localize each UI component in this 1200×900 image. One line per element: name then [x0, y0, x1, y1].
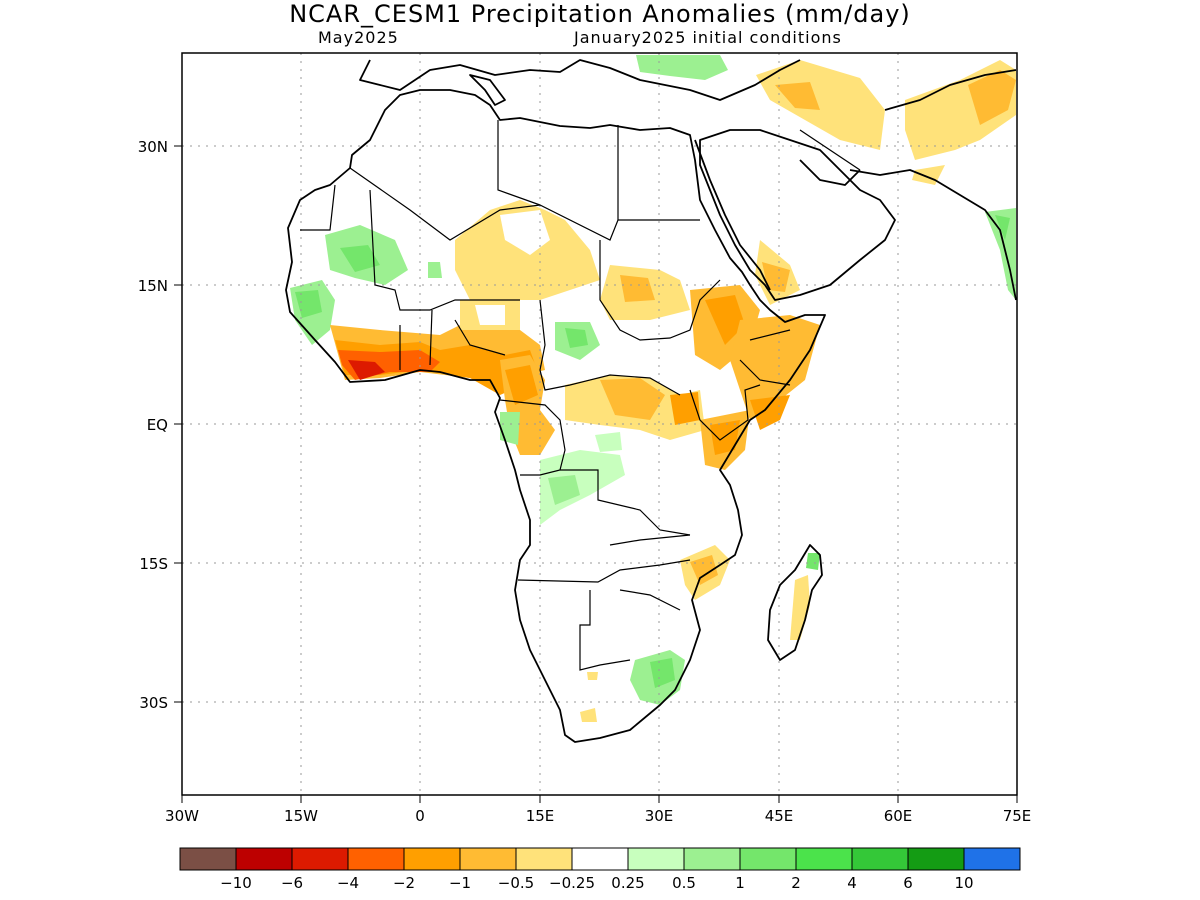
- map-title: NCAR_CESM1 Precipitation Anomalies (mm/d…: [289, 0, 911, 28]
- colorbar-label: 10: [954, 874, 973, 892]
- lon-labels: 30W 15W 0 15E 30E 45E 60E 75E: [165, 807, 1031, 825]
- colorbar-labels: −10 −6 −4 −2 −1 −0.5 −0.25 0.25 0.5 1 2 …: [220, 874, 973, 892]
- colorbar-swatch: [627, 847, 685, 871]
- lon-label: 30W: [165, 807, 199, 825]
- colorbar-swatch: [795, 847, 853, 871]
- graticule: [182, 53, 1017, 795]
- colorbar-swatch: [963, 847, 1021, 871]
- lat-label: 30N: [138, 138, 168, 156]
- colorbar-swatch: [459, 847, 517, 871]
- lat-labels: 30N 15N EQ 15S 30S: [138, 138, 168, 712]
- lon-label: 15E: [526, 807, 555, 825]
- colorbar-swatch: [571, 847, 629, 871]
- colorbar-label: −0.25: [549, 874, 595, 892]
- colorbar-label: −1: [449, 874, 471, 892]
- lat-label: 15S: [139, 555, 168, 573]
- lat-label: 30S: [139, 694, 168, 712]
- axis-ticks: [174, 145, 1018, 803]
- lat-label: EQ: [147, 416, 168, 434]
- colorbar: [179, 847, 1021, 871]
- coastlines: [285, 59, 1017, 743]
- colorbar-swatch: [403, 847, 461, 871]
- colorbar-swatch: [179, 847, 237, 871]
- lat-label: 15N: [138, 277, 168, 295]
- colorbar-swatch: [851, 847, 909, 871]
- colorbar-label: −0.5: [498, 874, 534, 892]
- colorbar-label: 4: [847, 874, 857, 892]
- forecast-month: May2025: [318, 28, 399, 47]
- colorbar-label: 0.5: [672, 874, 696, 892]
- lon-label: 45E: [765, 807, 794, 825]
- lon-label: 0: [415, 807, 425, 825]
- colorbar-label: 6: [903, 874, 913, 892]
- colorbar-swatch: [235, 847, 293, 871]
- initial-conditions: January2025 initial conditions: [574, 28, 842, 47]
- colorbar-label: −2: [393, 874, 415, 892]
- lon-label: 75E: [1003, 807, 1032, 825]
- colorbar-swatch: [739, 847, 797, 871]
- anomaly-shading: [290, 55, 1016, 722]
- colorbar-label: −4: [337, 874, 359, 892]
- colorbar-label: −6: [281, 874, 303, 892]
- colorbar-swatch: [907, 847, 965, 871]
- colorbar-swatch: [515, 847, 573, 871]
- colorbar-swatch: [347, 847, 405, 871]
- colorbar-swatch: [683, 847, 741, 871]
- colorbar-label: −10: [220, 874, 252, 892]
- colorbar-label: 1: [735, 874, 745, 892]
- lon-label: 30E: [645, 807, 674, 825]
- colorbar-label: 2: [791, 874, 801, 892]
- lon-label: 60E: [884, 807, 913, 825]
- country-borders: [300, 120, 861, 671]
- lon-label: 15W: [284, 807, 318, 825]
- colorbar-label: 0.25: [611, 874, 644, 892]
- colorbar-swatch: [291, 847, 349, 871]
